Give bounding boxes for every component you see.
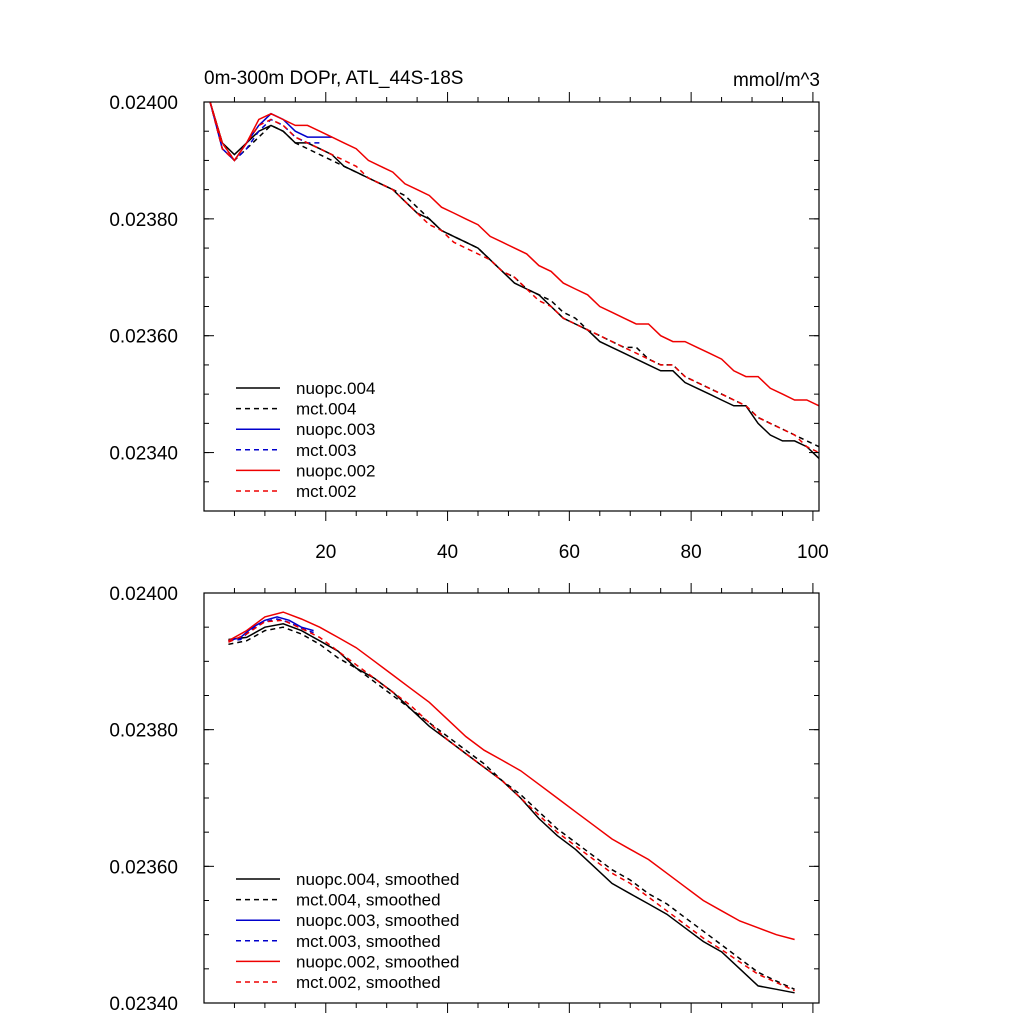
y-tick-label: 0.02360: [109, 857, 178, 878]
x-tick-label: 40: [437, 542, 458, 563]
legend-label: mct.003, smoothed: [296, 932, 441, 951]
top-panel: 0m-300m DOPr, ATL_44S-18S mmol/m^3 0.023…: [109, 68, 828, 563]
x-tick-label: 100: [797, 542, 829, 563]
series-line-mct-002-smoothed: [228, 619, 795, 992]
series-line-mct-003-smoothed: [228, 618, 314, 642]
legend-label: nuopc.004, smoothed: [296, 870, 460, 889]
legend-label: mct.004: [296, 400, 356, 419]
plot-frame: [203, 592, 820, 1004]
series-line-mct-002: [209, 101, 820, 454]
x-tick-label: 60: [559, 542, 580, 563]
y-tick-label: 0.02340: [109, 444, 178, 465]
series-line-nuopc-004: [209, 101, 820, 459]
y-tick-label: 0.02360: [109, 327, 178, 348]
series-line-mct-003: [209, 101, 320, 162]
legend-label: mct.003: [296, 441, 356, 460]
panel-title: 0m-300m DOPr, ATL_44S-18S: [204, 68, 463, 89]
units-label: mmol/m^3: [733, 70, 820, 91]
legend-label: nuopc.002, smoothed: [296, 952, 460, 971]
y-tick-label: 0.02340: [109, 994, 178, 1015]
legend-label: nuopc.003: [296, 420, 375, 439]
series-line-nuopc-002: [209, 101, 820, 407]
y-tick-label: 0.02400: [109, 93, 178, 114]
bottom-panel: 0.02340 0.02360 0.02380 0.02400 nuopc.004, …: [109, 583, 820, 1015]
series-line-nuopc-002-smoothed: [228, 611, 795, 941]
legend-label: mct.002: [296, 482, 356, 501]
legend-label: nuopc.004: [296, 379, 375, 398]
series-line-nuopc-003-smoothed: [228, 616, 314, 642]
x-tick-label: 20: [315, 542, 336, 563]
series-line-mct-004-smoothed: [228, 626, 795, 990]
plot-frame: [203, 101, 820, 512]
y-tick-label: 0.02400: [109, 584, 178, 605]
y-tick-label: 0.02380: [109, 210, 178, 231]
legend-label: nuopc.002: [296, 461, 375, 480]
series-line-mct-004: [209, 101, 820, 448]
legend-label: mct.004, smoothed: [296, 891, 441, 910]
y-tick-label: 0.02380: [109, 721, 178, 742]
legend-label: nuopc.003, smoothed: [296, 911, 460, 930]
x-tick-label: 80: [681, 542, 702, 563]
legend-label: mct.002, smoothed: [296, 973, 441, 992]
